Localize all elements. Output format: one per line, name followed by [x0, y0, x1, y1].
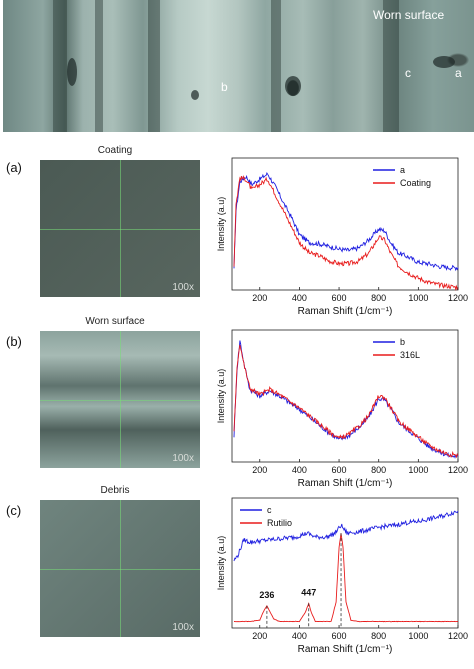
x-tick-label-800: 800 — [371, 293, 386, 303]
x-tick-label-600: 600 — [332, 631, 347, 641]
panel-a-micrograph-title: Coating — [97, 145, 133, 156]
x-axis-label: Raman Shift (1/cm⁻¹) — [298, 306, 393, 317]
x-tick-label-200: 200 — [252, 465, 267, 475]
x-tick-label-1000: 1000 — [408, 465, 428, 475]
legend-label-a: a — [400, 165, 405, 175]
series-line-316L — [233, 344, 459, 459]
series-line-c — [233, 510, 459, 562]
point-c-label: c — [405, 66, 411, 80]
legend-label-Coating: Coating — [400, 178, 431, 188]
panel-c-magnification: 100x — [172, 622, 194, 633]
series-line-a — [233, 171, 459, 272]
peak-label-236: 236 — [259, 590, 274, 600]
panel-b-raman-chart: 200 400 600 800 1000 1200 Raman Shift (1/cm⁻¹)… — [216, 329, 468, 489]
x-tick-label-600: 600 — [332, 293, 347, 303]
y-axis-label: Intensity (a.u) — [216, 536, 226, 591]
x-tick-label-1200: 1200 — [448, 293, 468, 303]
plot-frame — [231, 157, 459, 291]
y-axis-label: Intensity (a.u) — [216, 369, 226, 424]
panel-a-raman-chart: 200 400 600 800 1000 1200 Raman Shift (1/cm⁻¹)… — [216, 157, 468, 317]
panel-c-micrograph-title: Debris — [100, 485, 130, 496]
x-tick-label-200: 200 — [252, 631, 267, 641]
x-tick-label-400: 400 — [292, 465, 307, 475]
x-tick-label-800: 800 — [371, 631, 386, 641]
top-micrograph: Worn surface b c a — [3, 0, 474, 132]
plot-frame — [231, 497, 459, 629]
x-axis-label: Raman Shift (1/cm⁻¹) — [298, 478, 393, 489]
x-tick-label-1200: 1200 — [448, 631, 468, 641]
legend-label-b: b — [400, 337, 405, 347]
panel-a-letter: (a) — [6, 160, 22, 175]
series-line-Coating — [233, 175, 459, 291]
panel-c-raman-chart: 23644761020040060080010001200Raman Shift… — [216, 497, 468, 655]
point-b-label: b — [221, 80, 228, 94]
legend-label-Rutilio: Rutilio — [267, 518, 292, 528]
series-line-Rutilio — [233, 533, 459, 623]
legend-label-c: c — [267, 505, 272, 515]
plot-frame — [231, 329, 459, 463]
x-tick-label-1200: 1200 — [448, 465, 468, 475]
y-axis-label: Intensity (a.u) — [216, 197, 226, 252]
point-a-label: a — [455, 66, 462, 80]
x-axis-label: Raman Shift (1/cm⁻¹) — [298, 644, 393, 655]
x-tick-label-600: 600 — [332, 465, 347, 475]
x-tick-label-1000: 1000 — [408, 293, 428, 303]
panel-c-micrograph: 100x — [40, 500, 200, 637]
panel-b-magnification: 100x — [172, 453, 194, 464]
x-tick-label-400: 400 — [292, 631, 307, 641]
x-tick-label-800: 800 — [371, 465, 386, 475]
x-tick-label-200: 200 — [252, 293, 267, 303]
panel-c-letter: (c) — [6, 503, 22, 518]
panel-b-micrograph-title: Worn surface — [85, 316, 145, 327]
panel-a-micrograph: 100x — [40, 160, 200, 297]
panel-b-letter: (b) — [6, 334, 22, 349]
peak-label-447: 447 — [301, 587, 316, 597]
panel-a-magnification: 100x — [172, 282, 194, 293]
worn-surface-label: Worn surface — [373, 8, 445, 22]
x-tick-label-1000: 1000 — [408, 631, 428, 641]
panel-b-micrograph: 100x — [40, 331, 200, 468]
x-tick-label-400: 400 — [292, 293, 307, 303]
legend-label-316L: 316L — [400, 350, 420, 360]
